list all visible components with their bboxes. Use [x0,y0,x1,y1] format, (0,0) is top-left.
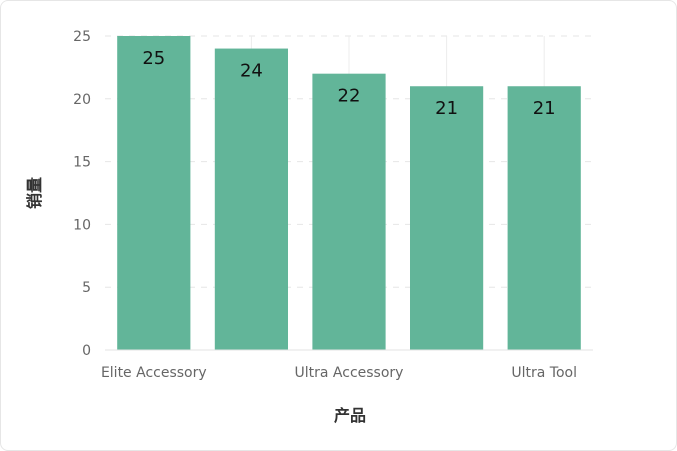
bar-value-label: 24 [240,61,263,82]
data-labels: 25 24 22 21 21 [142,48,555,119]
y-tick-label: 20 [73,92,91,108]
bar[interactable] [214,48,288,351]
x-tick-label: Elite Accessory [101,365,207,381]
y-tick-label: 10 [73,217,91,233]
bar[interactable] [312,73,386,351]
bar-value-label: 21 [435,98,458,119]
bar-value-label: 25 [142,48,165,69]
y-axis-title: 销量 [25,177,44,209]
x-tick-label: Ultra Tool [511,365,577,381]
y-tick-label: 25 [73,29,91,45]
x-axis-ticks: Elite Accessory Ultra Accessory Ultra Tool [101,365,577,381]
bar[interactable] [410,86,484,351]
x-tick-label: Ultra Accessory [295,365,404,381]
bar-value-label: 21 [533,98,556,119]
y-tick-label: 0 [82,343,91,359]
bar[interactable] [117,36,191,350]
y-tick-label: 5 [82,280,91,296]
y-tick-label: 15 [73,155,91,171]
bars [117,36,581,351]
y-axis-ticks: 0 5 10 15 20 25 [73,29,91,359]
bar-value-label: 22 [338,86,361,107]
x-axis-title: 产品 [334,406,366,425]
bar[interactable] [507,86,581,351]
